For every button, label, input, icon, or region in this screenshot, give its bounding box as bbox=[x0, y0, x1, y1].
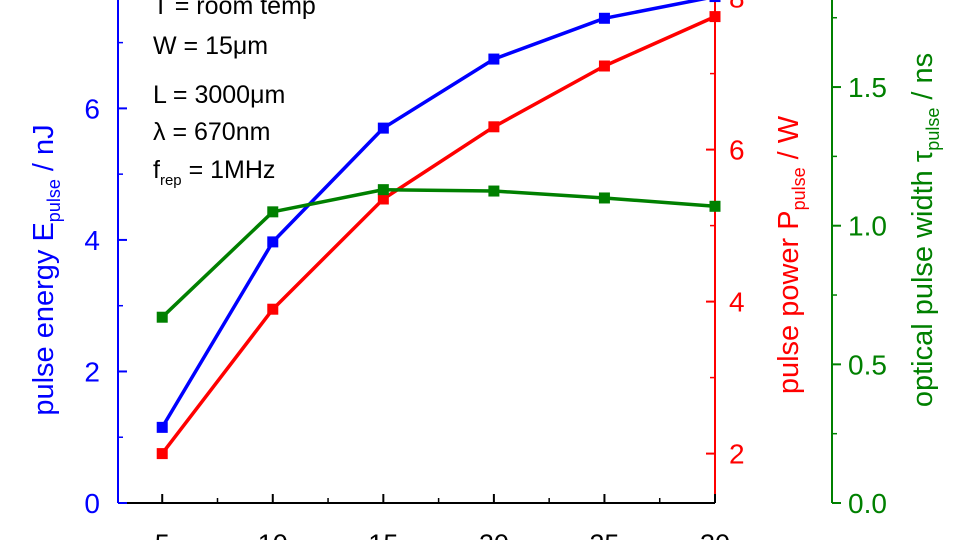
energy-data-point bbox=[709, 0, 721, 3]
annotation-4: frep = 1MHz bbox=[153, 156, 275, 189]
annotation-text: λ = 670nm bbox=[153, 118, 270, 146]
right-tick-label: 8 bbox=[729, 0, 745, 14]
right-axis-label-main: pulse power P bbox=[773, 210, 805, 394]
width-data-point bbox=[267, 206, 279, 218]
right-axis-label-unit: / W bbox=[773, 115, 805, 167]
annotation-text: W = 15μm bbox=[153, 32, 268, 60]
left-tick-label: 6 bbox=[84, 93, 100, 124]
right-tick-label: 6 bbox=[729, 135, 745, 166]
width-data-point bbox=[156, 311, 168, 323]
left-axis-label-main: pulse energy E bbox=[28, 222, 60, 415]
annotation-rest: = 1MHz bbox=[182, 156, 276, 184]
x-tick-label: 10 bbox=[258, 529, 288, 540]
left-axis-label: pulse energy Epulse / nJ bbox=[28, 124, 64, 415]
right2-tick-label: 0.5 bbox=[848, 349, 887, 380]
energy-data-point bbox=[156, 421, 168, 433]
power-series-line bbox=[160, 15, 716, 455]
power-data-point bbox=[598, 60, 610, 72]
series-layer bbox=[156, 0, 721, 460]
right-tick-label: 4 bbox=[729, 287, 745, 318]
annotation-1: W = 15μm bbox=[153, 32, 268, 60]
left-tick-label: 0 bbox=[84, 488, 100, 519]
power-data-point bbox=[267, 303, 279, 315]
right-axis-label: pulse power Ppulse / W bbox=[773, 115, 809, 394]
right2-tick-label: 0.0 bbox=[848, 488, 887, 519]
power-data-point bbox=[709, 11, 721, 23]
left-axis-label-unit: / nJ bbox=[28, 124, 60, 179]
power-data-point bbox=[377, 193, 389, 205]
right2-axis-label-unit: / ns bbox=[907, 53, 939, 108]
energy-series-line bbox=[160, 0, 707, 429]
annotation-text: L = 3000μm bbox=[153, 81, 285, 109]
annotation-subscript: rep bbox=[160, 172, 182, 189]
width-data-point bbox=[598, 192, 610, 204]
energy-data-point bbox=[377, 122, 389, 134]
energy-data-point bbox=[267, 236, 279, 248]
energy-data-point bbox=[598, 12, 610, 24]
right-axis-label-subscript: pulse bbox=[789, 167, 809, 210]
x-tick-label: 25 bbox=[589, 529, 619, 540]
width-data-point bbox=[709, 200, 721, 212]
left-axis-label-subscript: pulse bbox=[44, 179, 64, 222]
energy-data-point bbox=[488, 53, 500, 65]
x-tick-label: 20 bbox=[479, 529, 509, 540]
right2-axis-label: optical pulse width τpulse / ns bbox=[907, 53, 943, 407]
annotation-text: f bbox=[153, 156, 160, 184]
right-tick-label: 2 bbox=[729, 439, 745, 470]
annotation-2: L = 3000μm bbox=[153, 81, 285, 109]
x-tick-label: 30 bbox=[700, 529, 730, 540]
right2-axis-label-subscript: pulse bbox=[923, 108, 943, 151]
annotation-text: T = room temp bbox=[153, 0, 316, 20]
left-tick-label: 4 bbox=[84, 225, 100, 256]
axes-layer bbox=[117, 0, 841, 504]
width-data-point bbox=[377, 184, 389, 196]
width-data-point bbox=[488, 185, 500, 197]
right2-tick-label: 1.0 bbox=[848, 211, 887, 242]
right2-tick-label: 1.5 bbox=[848, 72, 887, 103]
power-data-point bbox=[488, 121, 500, 133]
width-series-line bbox=[160, 187, 716, 319]
x-tick-label: 5 bbox=[155, 529, 170, 540]
text-layer: 5 10 15 20 25 30 0 2 4 6 2 4 6 8 0.0 0.5 1.0 1.5 pulse ene… bbox=[28, 0, 943, 540]
right2-axis-label-main: optical pulse width τ bbox=[907, 150, 939, 407]
left-tick-label: 2 bbox=[84, 356, 100, 387]
annotation-0: T = room temp bbox=[153, 0, 316, 20]
power-data-point bbox=[156, 448, 168, 460]
annotation-3: λ = 670nm bbox=[153, 118, 270, 146]
x-tick-label: 15 bbox=[368, 529, 398, 540]
